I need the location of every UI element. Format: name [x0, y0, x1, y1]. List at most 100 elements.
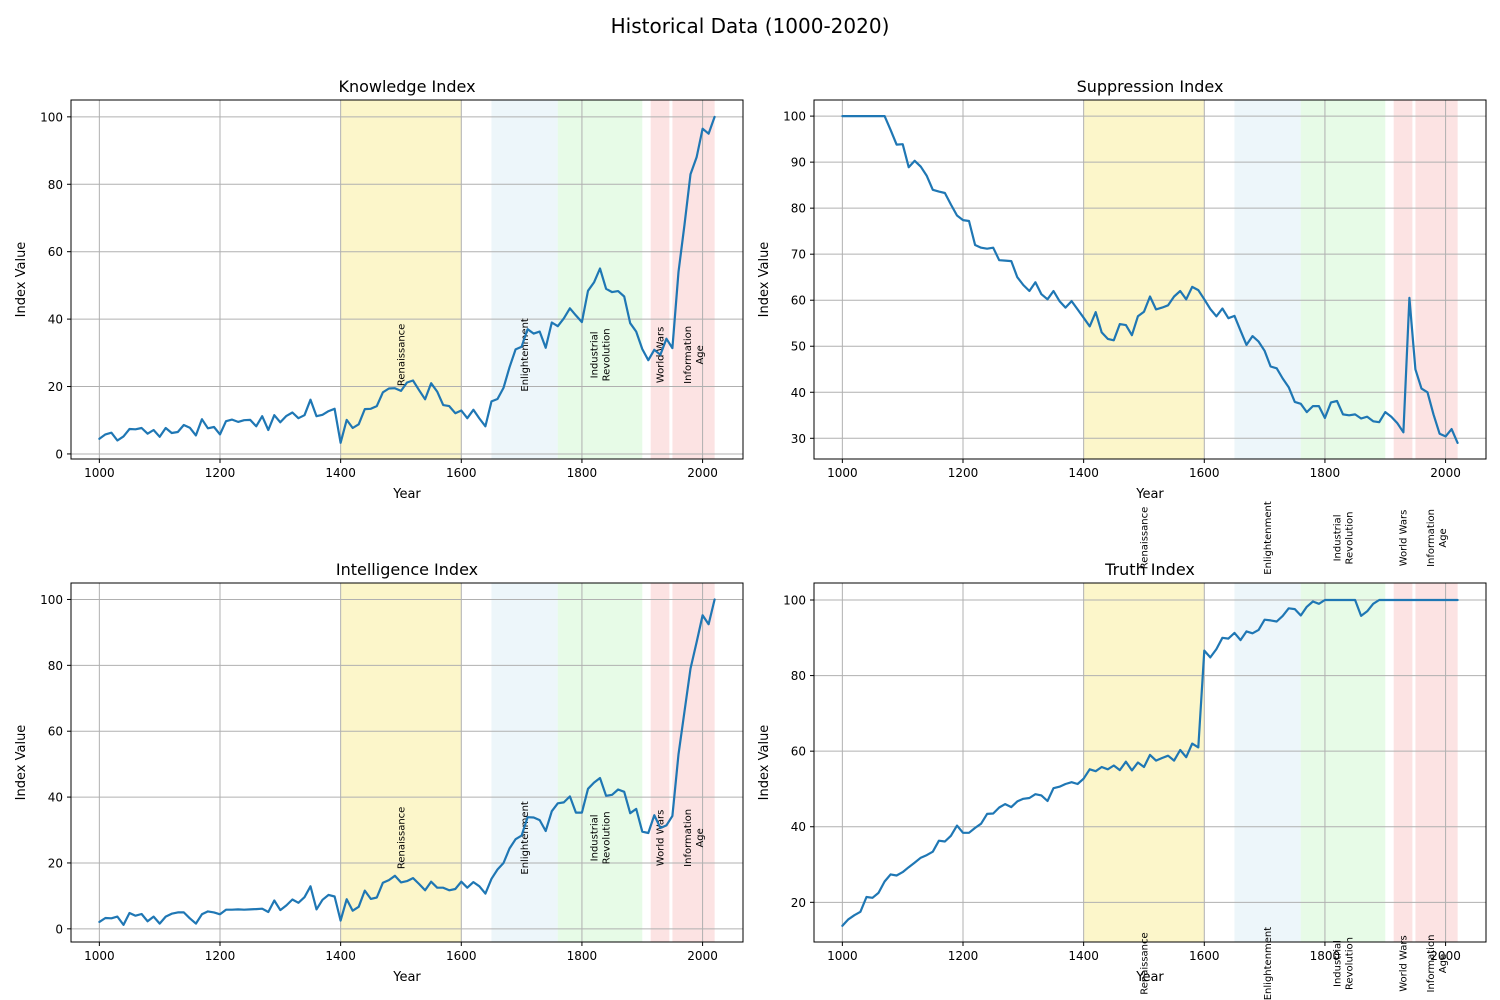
- era-label-line: Industrial: [590, 331, 601, 378]
- era-label-line: Industrial: [1333, 940, 1344, 987]
- era-label: Enlightenment: [520, 318, 531, 392]
- era-label: Renaissance: [1139, 507, 1150, 569]
- x-tick-label: 1800: [567, 949, 598, 963]
- era-band: [672, 583, 715, 942]
- era-label-line: Renaissance: [396, 324, 407, 386]
- era-label-line: World Wars: [1399, 935, 1410, 992]
- axes-frame: [813, 99, 1487, 460]
- subplot-2: Renaissance Enlightenment IndustrialRevolu…: [757, 77, 1487, 575]
- era-label: InformationAge: [683, 326, 706, 384]
- era-label-line: Information: [1426, 509, 1437, 567]
- era-label-line: Age: [695, 828, 706, 847]
- x-tick-label: 2000: [687, 466, 718, 480]
- subplot-3: Renaissance Enlightenment IndustrialRevolu…: [14, 560, 744, 985]
- y-tick-label: 40: [48, 791, 63, 805]
- subplot-1: Renaissance Enlightenment IndustrialRevolu…: [14, 77, 744, 502]
- x-tick-label: 1200: [205, 466, 236, 480]
- x-tick-label: 1600: [446, 949, 477, 963]
- y-axis-label: Index Value: [14, 725, 29, 801]
- x-tick-label: 1800: [1310, 949, 1341, 963]
- era-label: Renaissance: [396, 324, 407, 386]
- era-label: Renaissance: [1139, 932, 1150, 994]
- y-tick-label: 40: [791, 386, 806, 400]
- era-label: Renaissance: [396, 807, 407, 869]
- era-label-line: Information: [1426, 935, 1437, 993]
- era-band: [650, 100, 670, 459]
- era-band: [1083, 100, 1205, 459]
- era-band: [491, 583, 558, 942]
- y-tick-label: 30: [791, 432, 806, 446]
- x-tick-label: 2000: [1430, 466, 1461, 480]
- x-tick-label: 1800: [1310, 466, 1341, 480]
- era-label-line: Enlightenment: [1263, 501, 1274, 575]
- series-line: [841, 114, 1459, 444]
- era-label: Enlightenment: [520, 801, 531, 875]
- era-label-line: Revolution: [602, 328, 613, 381]
- x-tick-label: 1400: [325, 466, 356, 480]
- y-axis-label: Index Value: [757, 242, 772, 318]
- era-label-line: Age: [695, 345, 706, 364]
- x-tick-label: 1000: [84, 466, 115, 480]
- y-tick-label: 70: [791, 248, 806, 262]
- series-line: [98, 598, 716, 927]
- y-tick-label: 0: [55, 447, 63, 461]
- axes-frame: [70, 582, 744, 943]
- y-tick-label: 50: [791, 340, 806, 354]
- y-tick-label: 60: [791, 294, 806, 308]
- subplot-title: Truth Index: [1104, 560, 1195, 579]
- y-tick-label: 40: [791, 820, 806, 834]
- era-label-line: Revolution: [602, 811, 613, 864]
- era-label: World Wars: [1399, 935, 1410, 992]
- x-axis-label: Year: [1135, 487, 1164, 502]
- era-label-line: World Wars: [656, 810, 667, 867]
- x-tick-label: 1600: [446, 466, 477, 480]
- y-tick-label: 60: [48, 245, 63, 259]
- series-line: [98, 115, 716, 444]
- era-label-line: Age: [1438, 954, 1449, 973]
- x-tick-label: 1000: [827, 466, 858, 480]
- era-band: [1300, 100, 1386, 459]
- era-label-line: Revolution: [1345, 511, 1356, 564]
- era-label: IndustrialRevolution: [590, 328, 613, 381]
- y-tick-label: 80: [791, 669, 806, 683]
- y-tick-label: 80: [791, 202, 806, 216]
- era-label: InformationAge: [683, 809, 706, 867]
- era-label-line: Renaissance: [1139, 932, 1150, 994]
- x-tick-label: 1200: [948, 466, 979, 480]
- era-label-line: Enlightenment: [1263, 927, 1274, 1000]
- y-tick-label: 0: [55, 922, 63, 936]
- era-band: [491, 100, 558, 459]
- subplot-title: Intelligence Index: [336, 560, 478, 579]
- y-tick-label: 80: [48, 659, 63, 673]
- y-tick-label: 60: [791, 745, 806, 759]
- era-label-line: Age: [1438, 528, 1449, 547]
- y-tick-label: 60: [48, 725, 63, 739]
- x-axis-label: Year: [1135, 970, 1164, 985]
- era-band: [1393, 583, 1413, 942]
- era-label-line: Enlightenment: [520, 318, 531, 392]
- x-tick-label: 2000: [687, 949, 718, 963]
- era-band: [557, 583, 643, 942]
- era-label-line: World Wars: [1399, 510, 1410, 567]
- era-band: [1234, 583, 1301, 942]
- y-tick-label: 20: [791, 896, 806, 910]
- era-label: World Wars: [656, 810, 667, 867]
- era-label-line: Industrial: [1333, 515, 1344, 562]
- x-tick-label: 1400: [1068, 466, 1099, 480]
- era-label-line: Industrial: [590, 814, 601, 861]
- x-tick-label: 1000: [84, 949, 115, 963]
- era-label-line: Information: [683, 326, 694, 384]
- x-tick-label: 1000: [827, 949, 858, 963]
- era-band: [1393, 100, 1413, 459]
- axes-frame: [813, 582, 1487, 943]
- figure-title: Historical Data (1000-2020): [610, 14, 890, 38]
- era-band: [1083, 583, 1205, 942]
- era-label: InformationAge: [1426, 509, 1449, 567]
- y-tick-label: 20: [48, 856, 63, 870]
- y-tick-label: 100: [783, 110, 806, 124]
- x-tick-label: 1200: [948, 949, 979, 963]
- era-label-line: Renaissance: [1139, 507, 1150, 569]
- y-tick-label: 100: [40, 593, 63, 607]
